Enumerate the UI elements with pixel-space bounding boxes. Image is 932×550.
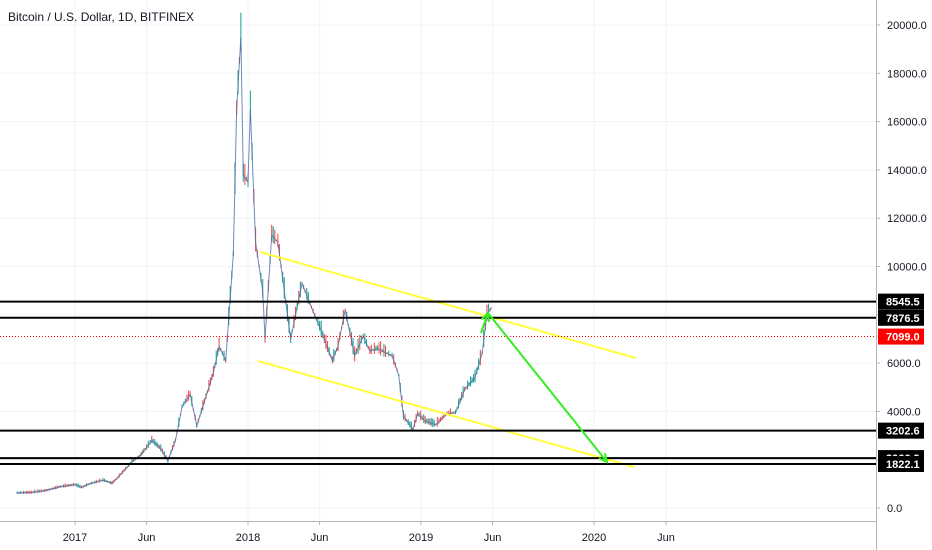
price-badge <box>878 455 924 472</box>
y-tick-label: 10000.0 <box>887 262 927 274</box>
price-badge <box>878 422 924 439</box>
channel-lower-line <box>257 360 635 468</box>
price-badge <box>878 328 924 345</box>
y-tick-label: 14000.0 <box>887 165 927 177</box>
x-tick-label: 2019 <box>409 532 433 544</box>
price-badge-label: 7876.5 <box>886 313 920 325</box>
price-line <box>17 37 493 494</box>
y-tick-label: 16000.0 <box>887 117 927 129</box>
channel-upper-line <box>259 251 637 359</box>
y-tick-label: 18000.0 <box>887 68 927 80</box>
price-badge-label: 7099.0 <box>886 332 920 344</box>
price-badge-label: 3202.6 <box>886 426 920 438</box>
y-tick-label: 12000.0 <box>887 213 927 225</box>
x-tick-label: 2018 <box>236 532 260 544</box>
price-badge-label: 8545.5 <box>886 297 920 309</box>
x-tick-label: Jun <box>311 532 329 544</box>
projection-arrow <box>480 310 609 464</box>
chart-title: Bitcoin / U.S. Dollar, 1D, BITFINEX <box>8 10 194 24</box>
arrow-down-segment <box>487 312 608 463</box>
channel-lines <box>257 251 637 468</box>
y-tick-label: 0.0 <box>887 503 902 515</box>
arrow-up-segment <box>480 312 489 334</box>
price-badge <box>878 309 924 326</box>
y-axis-ticks: 20000.0 18000.0 16000.0 14000.0 12000.0 10000… <box>876 20 927 515</box>
grid <box>0 0 876 521</box>
price-badge <box>878 293 924 310</box>
x-tick-label: Jun <box>484 532 502 544</box>
price-series <box>16 12 493 495</box>
horizontal-levels <box>0 300 876 465</box>
y-tick-label: 4000.0 <box>887 406 921 418</box>
x-tick-label: Jun <box>138 532 156 544</box>
x-axis-ticks: 2017 Jun 2018 Jun 2019 Jun 2020 Jun <box>63 521 675 544</box>
x-tick-label: Jun <box>657 532 675 544</box>
y-tick-label: 6000.0 <box>887 358 921 370</box>
x-tick-label: 2017 <box>63 532 87 544</box>
x-tick-label: 2020 <box>582 532 606 544</box>
y-tick-label: 20000.0 <box>887 20 927 32</box>
arrow-head <box>598 453 609 464</box>
price-badge-label: 1822.1 <box>886 459 920 471</box>
